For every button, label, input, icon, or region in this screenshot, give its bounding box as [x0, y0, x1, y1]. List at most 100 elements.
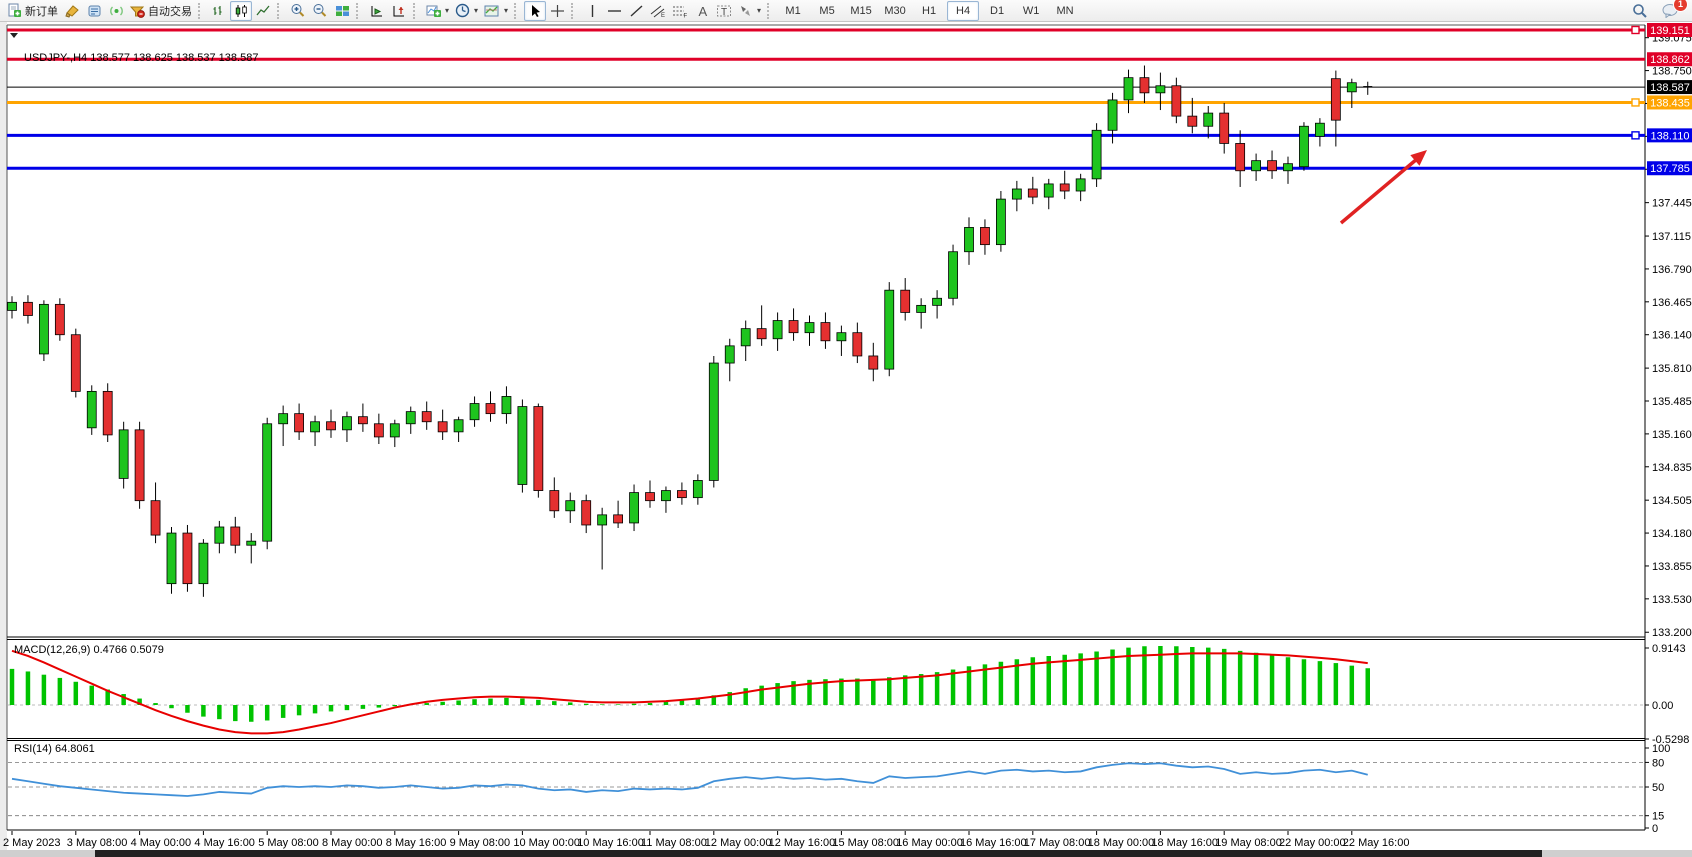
candle-body: [932, 297, 942, 306]
candle-body: [820, 322, 831, 342]
rsi-tick-label: 80: [1652, 757, 1664, 769]
charts-brush-button[interactable]: [61, 1, 83, 21]
candle-body: [629, 492, 639, 524]
arrows-button[interactable]: ▾: [735, 1, 764, 21]
text-label-button[interactable]: T: [713, 1, 735, 21]
market-depth-icon: [88, 5, 100, 16]
search-button[interactable]: [1629, 1, 1651, 21]
indicators-dropdown-icon[interactable]: ▾: [445, 6, 450, 15]
timeframe-button-w1[interactable]: W1: [1022, 4, 1040, 17]
timeframe-button-m15[interactable]: M15: [850, 4, 872, 17]
candle-body: [836, 332, 847, 342]
text-button[interactable]: A: [691, 1, 713, 21]
line-chart-button[interactable]: [252, 1, 274, 21]
price-chart-canvas[interactable]: 139.075138.750138.425138.100137.775137.4…: [0, 22, 1692, 857]
signals-button[interactable]: [105, 1, 127, 21]
zoom-in-icon: [291, 4, 305, 17]
rsi-line: [11, 762, 1368, 797]
x-axis-label: 12 May 16:00: [769, 837, 836, 849]
x-axis-label: 4 May 00:00: [131, 837, 192, 849]
price-tag-label: 137.785: [1650, 163, 1690, 175]
chart-shift-icon: [393, 5, 404, 16]
timeframe-button-d1[interactable]: D1: [990, 4, 1005, 17]
new-order-button[interactable]: 新订单: [4, 1, 61, 21]
autotrading-button[interactable]: 自动交易: [127, 1, 195, 21]
chart-shift-button[interactable]: [388, 1, 410, 21]
candle-body: [54, 303, 65, 336]
bar-chart-button[interactable]: [208, 1, 230, 21]
candle-body: [150, 500, 161, 536]
chart-window[interactable]: 139.075138.750138.425138.100137.775137.4…: [0, 22, 1692, 857]
periods-dropdown-icon[interactable]: ▾: [474, 6, 479, 15]
trendline-button[interactable]: [625, 1, 647, 21]
templates-button[interactable]: ▾: [481, 1, 511, 21]
toolbar-grip: [571, 2, 578, 19]
x-axis-label: 15 May 08:00: [832, 837, 899, 849]
candle-body: [373, 423, 384, 438]
timeframe-button-m30[interactable]: M30: [884, 4, 906, 17]
candle-body: [852, 332, 863, 357]
crosshair-button[interactable]: [546, 1, 568, 21]
notifications-button[interactable]: 1: [1659, 0, 1688, 21]
candlestick-chart-icon: [235, 4, 247, 17]
candle-body: [1203, 112, 1214, 127]
candlestick-chart-button[interactable]: [230, 0, 252, 21]
x-axis-label: 16 May 00:00: [896, 837, 963, 849]
bottom-scroll-strip[interactable]: [95, 850, 1542, 857]
arrows-dropdown-icon[interactable]: ▾: [757, 6, 762, 15]
timeframe-button-mn[interactable]: MN: [1056, 4, 1074, 17]
price-tick-label: 135.810: [1652, 363, 1692, 375]
auto-scroll-button[interactable]: [366, 1, 388, 21]
equidistant-channel-button[interactable]: E: [647, 1, 669, 21]
line-drag-handle[interactable]: [1631, 25, 1640, 35]
price-tick-label: 136.790: [1652, 264, 1692, 276]
timeframe-button-h1[interactable]: H1: [922, 4, 937, 17]
clock-icon: [455, 3, 470, 18]
new-order-icon: [8, 3, 21, 17]
indicators-button[interactable]: ▾: [423, 1, 452, 21]
candle-body: [613, 514, 623, 524]
x-axis-label: 10 May 16:00: [577, 837, 644, 849]
price-tag-label: 138.110: [1651, 130, 1690, 142]
line-drag-handle[interactable]: [1631, 131, 1640, 140]
brush-icon: [64, 4, 79, 18]
market-depth-button[interactable]: [83, 1, 105, 21]
x-axis-label: 17 May 08:00: [1024, 837, 1091, 849]
candle-body: [262, 423, 273, 542]
crosshair-icon: [550, 4, 564, 17]
candle-body: [1011, 188, 1022, 200]
candle-body: [692, 480, 703, 499]
templates-icon: [484, 5, 499, 16]
price-tag-label: 139.151: [1650, 25, 1690, 37]
tile-windows-button[interactable]: [331, 1, 353, 21]
zoom-out-button[interactable]: [309, 1, 331, 21]
candle-body: [708, 362, 719, 481]
zoom-in-button[interactable]: [287, 1, 309, 21]
price-tick-label: 135.160: [1652, 429, 1692, 441]
line-drag-handle[interactable]: [1631, 98, 1640, 107]
toolbar-grip: [413, 2, 420, 19]
collapse-objects-icon[interactable]: [10, 33, 18, 38]
candle-body: [1315, 122, 1325, 137]
svg-text:E: E: [661, 13, 665, 18]
trendline-icon: [630, 4, 643, 17]
timeframe-button-m5[interactable]: M5: [819, 4, 835, 17]
timeframe-button-m1[interactable]: M1: [785, 4, 801, 17]
vertical-line-button[interactable]: [581, 1, 603, 21]
candle-body: [1251, 160, 1261, 172]
candle-body: [1283, 163, 1293, 172]
fibonacci-button[interactable]: F: [669, 1, 691, 21]
candle-body: [357, 416, 368, 425]
periods-button[interactable]: ▾: [452, 1, 481, 21]
candle-body: [86, 390, 97, 429]
candle-body: [1043, 183, 1054, 198]
templates-dropdown-icon[interactable]: ▾: [504, 6, 509, 15]
candle-body: [326, 421, 336, 431]
timeframe-button-h4[interactable]: H4: [947, 0, 980, 21]
candle-body: [1091, 129, 1102, 180]
candle-body: [1107, 99, 1118, 131]
candle-body: [996, 198, 1006, 246]
horizontal-line-button[interactable]: [603, 1, 625, 21]
trend-arrow-annotation[interactable]: [1339, 157, 1419, 225]
cursor-button[interactable]: [524, 0, 547, 21]
